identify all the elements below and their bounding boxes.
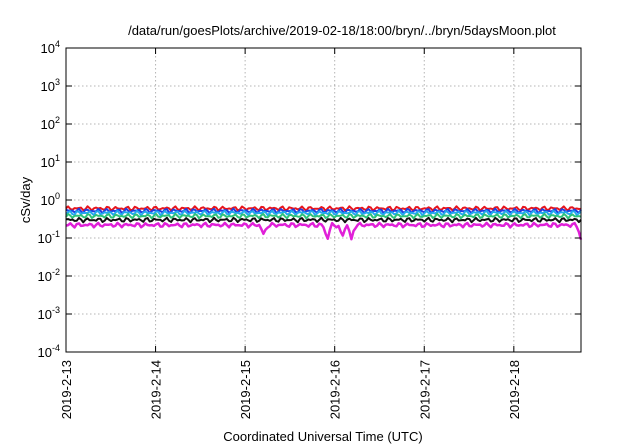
x-axis-label: Coordinated Universal Time (UTC) [223, 429, 422, 444]
y-tick-label: 10-4 [38, 343, 60, 360]
y-tick-label: 102 [41, 115, 60, 132]
x-axis: 2019-2-13 2019-2-14 2019-2-15 2019-2-16 2019… [59, 48, 522, 419]
y-tick-label: 101 [41, 153, 60, 170]
series-line [65, 216, 582, 224]
series-line [65, 221, 583, 241]
y-axis: 10-4 10-3 10-2 10-1 100 101 102 103 104 [38, 39, 581, 360]
x-tick-label: 2019-2-18 [507, 360, 522, 419]
x-tick-label: 2019-2-17 [417, 360, 432, 419]
series-line [65, 209, 582, 217]
x-tick-label: 2019-2-15 [238, 360, 253, 419]
chart-title: /data/run/goesPlots/archive/2019-02-18/1… [128, 23, 556, 38]
y-tick-label: 10-1 [38, 229, 60, 246]
y-axis-label: cSv/day [18, 176, 33, 223]
series-group [65, 205, 583, 241]
y-tick-label: 10-2 [38, 267, 60, 284]
x-tick-label: 2019-2-13 [59, 360, 74, 419]
y-tick-label: 100 [41, 191, 60, 208]
y-tick-label: 10-3 [38, 305, 60, 322]
x-tick-label: 2019-2-16 [328, 360, 343, 419]
grid [65, 48, 581, 352]
series-line [65, 212, 582, 220]
x-tick-label: 2019-2-14 [149, 360, 164, 419]
y-tick-label: 103 [41, 77, 60, 94]
y-tick-label: 104 [41, 39, 60, 56]
